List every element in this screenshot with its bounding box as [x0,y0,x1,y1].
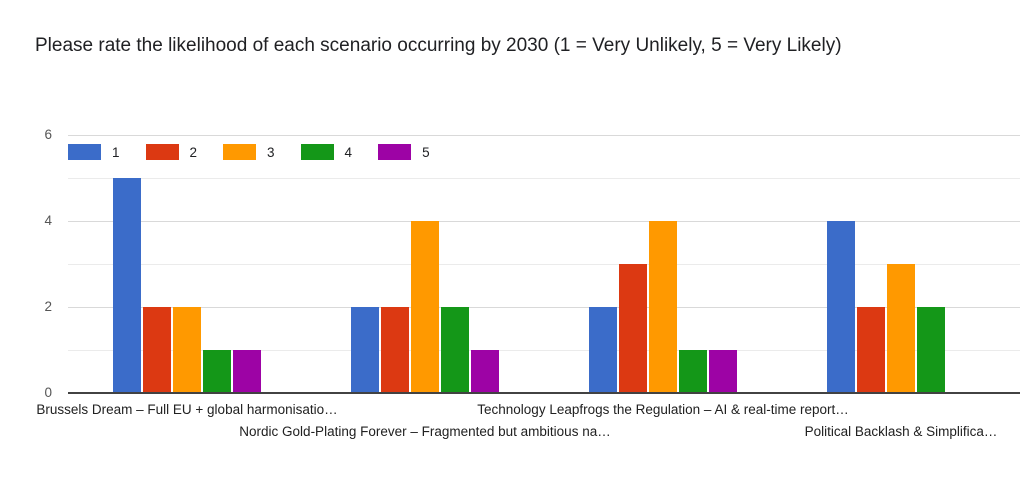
x-axis-label-row-upper: Brussels Dream – Full EU + global harmon… [0,402,1024,418]
bar-rating-1-scenario-1[interactable] [113,178,141,393]
plot-area [68,135,1020,394]
bar-rating-4-scenario-2[interactable] [441,307,469,393]
bar-rating-4-scenario-4[interactable] [917,307,945,393]
legend-label-1: 1 [112,144,120,160]
legend-item-5: 5 [378,144,430,160]
y-axis-tick-label-6: 6 [44,127,52,142]
bar-rating-1-scenario-3[interactable] [589,307,617,393]
bar-rating-4-scenario-3[interactable] [679,350,707,393]
bar-group-scenario-2 [351,135,499,393]
bar-rating-4-scenario-1[interactable] [203,350,231,393]
legend-swatch-2 [145,144,179,160]
x-axis-category-label-4: Political Backlash & Simplifica… [804,424,998,439]
bar-rating-5-scenario-1[interactable] [233,350,261,393]
x-axis-category-label-1: Brussels Dream – Full EU + global harmon… [36,402,338,417]
gridline-3 [68,264,1020,265]
x-axis-line [68,392,1020,394]
bar-rating-5-scenario-3[interactable] [709,350,737,393]
chart-legend: 1 2 3 4 5 [68,144,456,160]
legend-item-3: 3 [223,144,275,160]
bar-rating-1-scenario-4[interactable] [827,221,855,393]
bar-group-scenario-4 [827,135,975,393]
legend-item-2: 2 [145,144,198,160]
bar-rating-3-scenario-3[interactable] [649,221,677,393]
bar-group-scenario-1 [113,135,261,393]
legend-label-2: 2 [189,144,198,160]
legend-swatch-4 [300,144,334,160]
chart-title: Please rate the likelihood of each scena… [35,35,842,56]
bar-rating-1-scenario-2[interactable] [351,307,379,393]
legend-swatch-3 [223,144,257,160]
legend-swatch-1 [68,144,101,160]
y-axis-tick-label-2: 2 [44,299,52,314]
x-axis-category-label-3: Technology Leapfrogs the Regulation – AI… [477,402,849,417]
bar-rating-3-scenario-4[interactable] [887,264,915,393]
x-axis-category-label-2: Nordic Gold-Plating Forever – Fragmented… [239,424,611,439]
bar-rating-3-scenario-2[interactable] [411,221,439,393]
legend-swatch-5 [378,144,412,160]
legend-label-4: 4 [344,144,353,160]
gridline-1 [68,350,1020,351]
legend-item-4: 4 [300,144,353,160]
bar-group-scenario-3 [589,135,737,393]
legend-item-1: 1 [68,144,120,160]
y-axis-tick-label-4: 4 [44,213,52,228]
legend-label-5: 5 [422,144,430,160]
y-axis-tick-label-0: 0 [44,385,52,400]
gridline-5 [68,178,1020,179]
bar-rating-3-scenario-1[interactable] [173,307,201,393]
legend-label-3: 3 [267,144,275,160]
y-axis: 0 2 4 6 [0,127,60,400]
gridline-6 [68,135,1020,136]
bar-rating-2-scenario-3[interactable] [619,264,647,393]
x-axis-label-row-lower: Nordic Gold-Plating Forever – Fragmented… [0,424,1024,440]
bar-rating-2-scenario-1[interactable] [143,307,171,393]
gridline-4 [68,221,1020,222]
bar-rating-2-scenario-4[interactable] [857,307,885,393]
gridline-2 [68,307,1020,308]
bar-rating-5-scenario-2[interactable] [471,350,499,393]
bar-rating-2-scenario-2[interactable] [381,307,409,393]
